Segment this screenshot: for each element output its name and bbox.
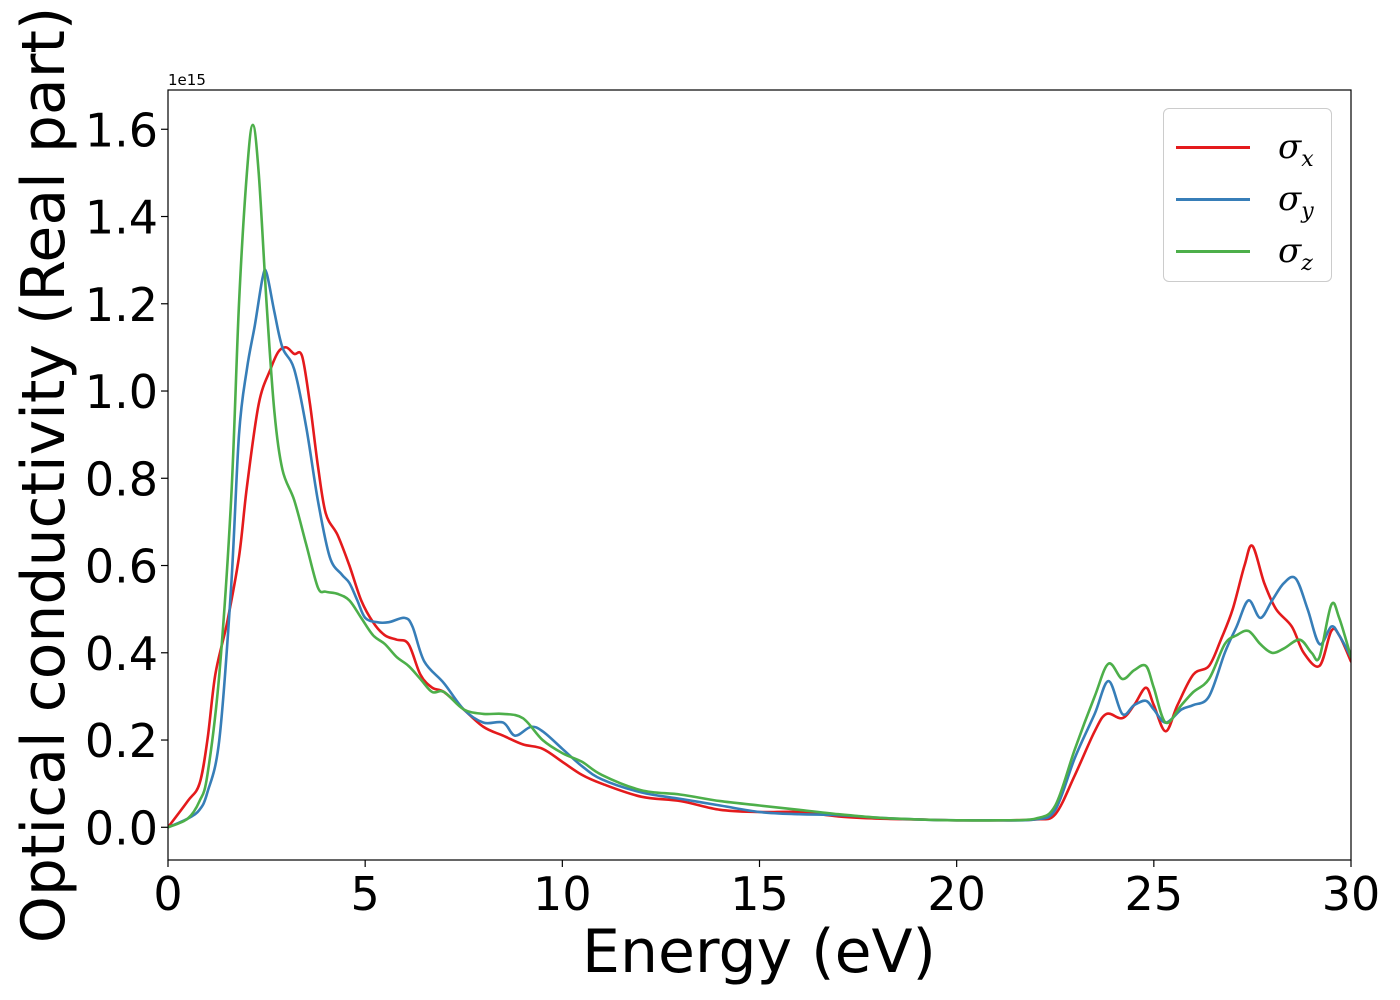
series-layer: [168, 123, 1351, 829]
y-tick-label: 0.0: [85, 801, 158, 855]
x-axis-label: Energy (eV): [582, 917, 936, 987]
legend-item-sigma-y: σy: [1176, 179, 1326, 224]
x-tick-label: 30: [1322, 867, 1381, 921]
y-tick-label: 0.8: [85, 452, 158, 506]
x-tick-label: 25: [1125, 867, 1184, 921]
offset-text: 1e15: [168, 71, 206, 89]
legend-line-sigma-y: [1176, 198, 1250, 201]
legend-item-sigma-z: σz: [1176, 231, 1326, 276]
x-tick-label: 10: [533, 867, 592, 921]
y-tick-label: 1.6: [85, 103, 158, 157]
x-axis: 0 5 10 15 20 25 30: [153, 860, 1380, 921]
x-tick-label: 20: [927, 867, 986, 921]
legend-symbol: σ: [1278, 179, 1302, 219]
series-line-x: [168, 346, 1351, 829]
y-axis: 0.0 0.2 0.4 0.6 0.8 1.0 1.2 1.4 1.6: [85, 103, 168, 855]
legend-subscript: x: [1301, 147, 1314, 172]
x-tick-label: 15: [730, 867, 789, 921]
x-tick-label: 5: [351, 867, 380, 921]
legend-item-sigma-x: σx: [1176, 127, 1326, 172]
y-axis-label: Optical conductivity (Real part): [9, 7, 79, 944]
legend-label-sigma-z: σz: [1278, 231, 1313, 284]
y-tick-label: 0.6: [85, 540, 158, 594]
series-line-z: [168, 123, 1351, 829]
legend-label-sigma-y: σy: [1278, 179, 1314, 232]
legend-subscript: y: [1301, 199, 1314, 224]
legend-line-sigma-x: [1176, 146, 1250, 149]
legend-line-sigma-z: [1176, 250, 1250, 253]
y-tick-label: 0.4: [85, 627, 158, 681]
legend-symbol: σ: [1278, 127, 1302, 167]
series-line-y: [168, 268, 1351, 829]
legend-label-sigma-x: σx: [1278, 127, 1314, 180]
legend-symbol: σ: [1278, 231, 1302, 271]
y-tick-label: 1.0: [85, 365, 158, 419]
legend: σx σy σz: [1163, 108, 1332, 282]
legend-subscript: z: [1301, 251, 1313, 276]
y-tick-label: 0.2: [85, 714, 158, 768]
y-tick-label: 1.2: [85, 278, 158, 332]
y-tick-label: 1.4: [85, 191, 158, 245]
x-tick-label: 0: [153, 867, 182, 921]
